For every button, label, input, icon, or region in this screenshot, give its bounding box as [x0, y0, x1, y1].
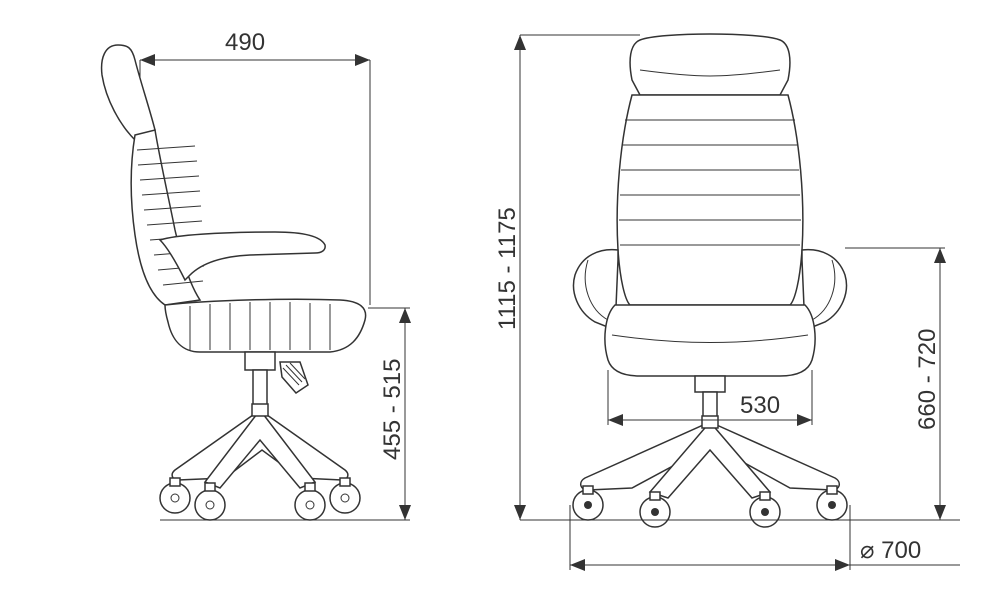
dim-seat-height-label: 455 - 515 [379, 359, 406, 460]
dim-diameter-symbol: ⌀ [860, 537, 874, 564]
dim-diameter-value: 700 [881, 537, 921, 564]
dim-overall-height-label: 1115 - 1175 [494, 207, 521, 330]
side-view: 490 [102, 29, 411, 520]
dim-armrest-height-label: 660 - 720 [914, 329, 941, 430]
dim-seat-width-label: 530 [740, 392, 780, 419]
svg-text:⌀ 700: ⌀ 700 [860, 537, 921, 564]
chair-technical-drawing: 490 [0, 0, 1000, 606]
dim-seat-depth-label: 490 [225, 29, 265, 56]
dim-armrest-height: 660 - 720 [845, 248, 946, 520]
front-view: 1115 - 1175 [494, 34, 960, 571]
dim-overall-height: 1115 - 1175 [494, 35, 640, 520]
